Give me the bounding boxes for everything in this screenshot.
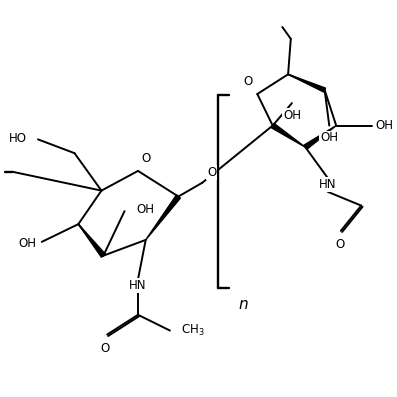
Text: O: O (142, 152, 151, 165)
Polygon shape (304, 125, 336, 149)
Text: O: O (101, 341, 110, 355)
Text: O: O (335, 238, 345, 251)
Text: OH: OH (283, 109, 301, 122)
Text: OH: OH (137, 202, 155, 216)
Text: OH: OH (320, 131, 338, 145)
Text: O: O (207, 166, 216, 179)
Text: OH: OH (376, 119, 393, 132)
Polygon shape (78, 224, 105, 257)
Text: HO: HO (9, 132, 27, 145)
Text: n: n (239, 297, 249, 312)
Polygon shape (271, 123, 305, 147)
Text: CH$_3$: CH$_3$ (181, 323, 204, 338)
Text: O: O (243, 75, 252, 88)
Text: OH: OH (18, 237, 36, 251)
Text: HN: HN (319, 178, 337, 191)
Text: HN: HN (129, 279, 147, 292)
Polygon shape (146, 195, 180, 240)
Polygon shape (288, 74, 326, 92)
